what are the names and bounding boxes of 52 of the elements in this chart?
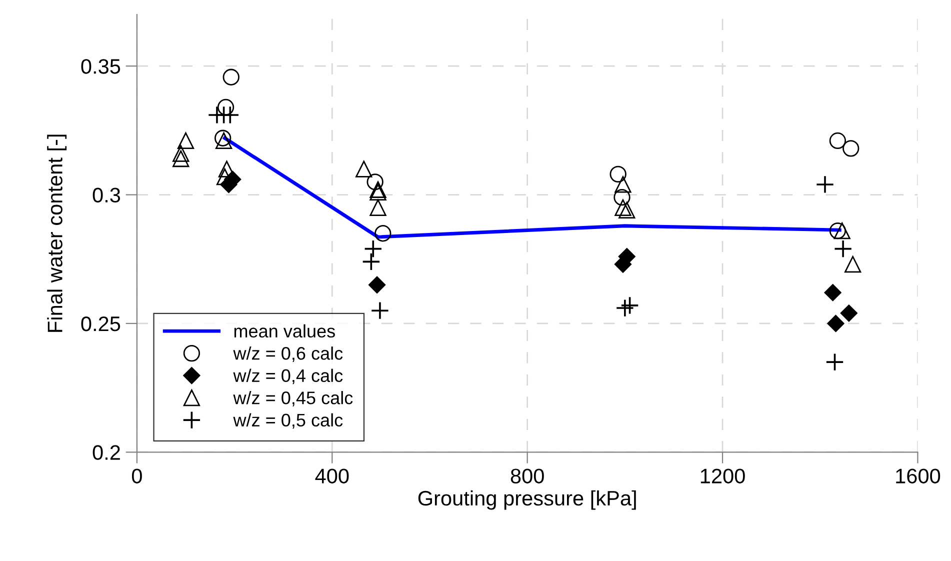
- point: [172, 150, 190, 168]
- point: [827, 314, 844, 332]
- y-tick-label: 0.25: [81, 316, 120, 332]
- point: [374, 225, 392, 242]
- point: [362, 252, 380, 271]
- y-tick-label: 0.2: [92, 445, 120, 460]
- x-tick-label: 800: [510, 468, 544, 484]
- point: [614, 189, 630, 206]
- point: [829, 222, 846, 240]
- point: [364, 240, 382, 258]
- point: [172, 145, 190, 162]
- x-tick-label: 1600: [896, 468, 940, 484]
- point: [614, 199, 632, 216]
- point: [610, 166, 626, 183]
- y-tick-label: 0.3: [92, 188, 120, 203]
- point: [370, 199, 386, 216]
- point: [370, 301, 390, 320]
- point: [620, 296, 640, 315]
- point: [220, 106, 240, 124]
- y-axis-title: Final water content [-]: [47, 134, 67, 332]
- legend-label: w/z = 0,6 calc: [233, 346, 343, 362]
- point: [834, 240, 852, 258]
- point: [834, 222, 850, 240]
- point: [844, 256, 862, 273]
- legend-label: mean values: [234, 324, 335, 338]
- point: [370, 181, 386, 198]
- legend-label: w/z = 0,5 calc: [233, 413, 343, 429]
- point: [840, 304, 858, 322]
- point: [370, 184, 386, 201]
- point: [214, 130, 232, 146]
- point: [368, 276, 386, 294]
- legend-label: w/z = 0,4 calc: [233, 368, 343, 384]
- point: [215, 132, 232, 150]
- point: [616, 298, 634, 318]
- point: [614, 176, 632, 193]
- y-tick-label: 0.35: [81, 59, 120, 74]
- x-axis-title: Grouting pressure [kPa]: [418, 490, 636, 510]
- point: [217, 98, 234, 116]
- point: [366, 174, 384, 190]
- point: [824, 284, 842, 302]
- point: [618, 202, 636, 219]
- x-tick-label: 1200: [700, 468, 745, 484]
- x-tick-label: 0: [132, 468, 142, 484]
- x-tick-label: 400: [315, 468, 349, 484]
- point: [177, 132, 194, 150]
- point: [356, 160, 372, 178]
- point: [222, 68, 240, 86]
- point: [842, 140, 860, 157]
- point: [829, 132, 846, 150]
- legend-label: w/z = 0,45 calc: [233, 391, 353, 406]
- point: [816, 175, 834, 194]
- point: [826, 352, 844, 372]
